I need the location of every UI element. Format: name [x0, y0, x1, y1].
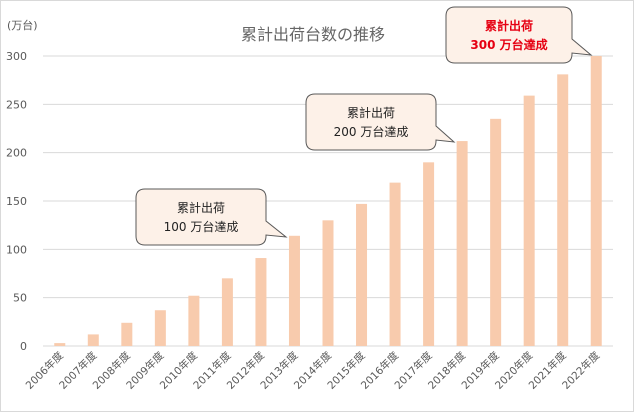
x-tick-label: 2022年度 [559, 349, 602, 392]
bar [590, 56, 602, 346]
y-tick-label: 100 [6, 243, 27, 256]
y-axis-ticks: 0 50 100 150 200 250 300 [6, 50, 27, 353]
bar [322, 220, 334, 346]
callout-box [305, 93, 456, 151]
bar-series [54, 56, 602, 346]
bar [154, 310, 166, 346]
y-tick-label: 0 [20, 340, 27, 353]
bar [221, 278, 233, 346]
callout-line2: 200 万台達成 [334, 124, 409, 139]
y-tick-label: 200 [6, 147, 27, 160]
bar [456, 141, 468, 346]
callout-line2: 100 万台達成 [164, 219, 239, 234]
callout: 累計出荷 300 万台達成 [445, 6, 593, 64]
bar [490, 118, 502, 346]
callout-line1: 累計出荷 [177, 200, 225, 215]
bar [523, 95, 535, 346]
chart-title: 累計出荷台数の推移 [241, 25, 385, 44]
bar [356, 203, 368, 346]
callout: 累計出荷 200 万台達成 [305, 93, 456, 151]
bar [188, 295, 200, 346]
callout-line2: 300 万台達成 [470, 37, 547, 52]
callout-line1: 累計出荷 [485, 18, 533, 33]
bar [87, 334, 99, 346]
x-axis-ticks: 2006年度2007年度2008年度2009年度2010年度2011年度2012… [23, 349, 603, 392]
bar [255, 258, 267, 346]
y-unit-label: (万台) [7, 18, 38, 32]
callout-line1: 累計出荷 [347, 105, 395, 120]
y-tick-label: 250 [6, 98, 27, 111]
bar [288, 235, 300, 346]
bar [557, 74, 569, 346]
y-tick-label: 300 [6, 50, 27, 63]
callout-box [445, 6, 593, 64]
bar [423, 162, 435, 346]
callout-box [135, 188, 288, 246]
y-tick-label: 50 [13, 292, 27, 305]
y-tick-label: 150 [6, 195, 27, 208]
callout: 累計出荷 100 万台達成 [135, 188, 288, 246]
bar [389, 182, 401, 346]
bar [121, 322, 133, 346]
bar [54, 343, 66, 346]
